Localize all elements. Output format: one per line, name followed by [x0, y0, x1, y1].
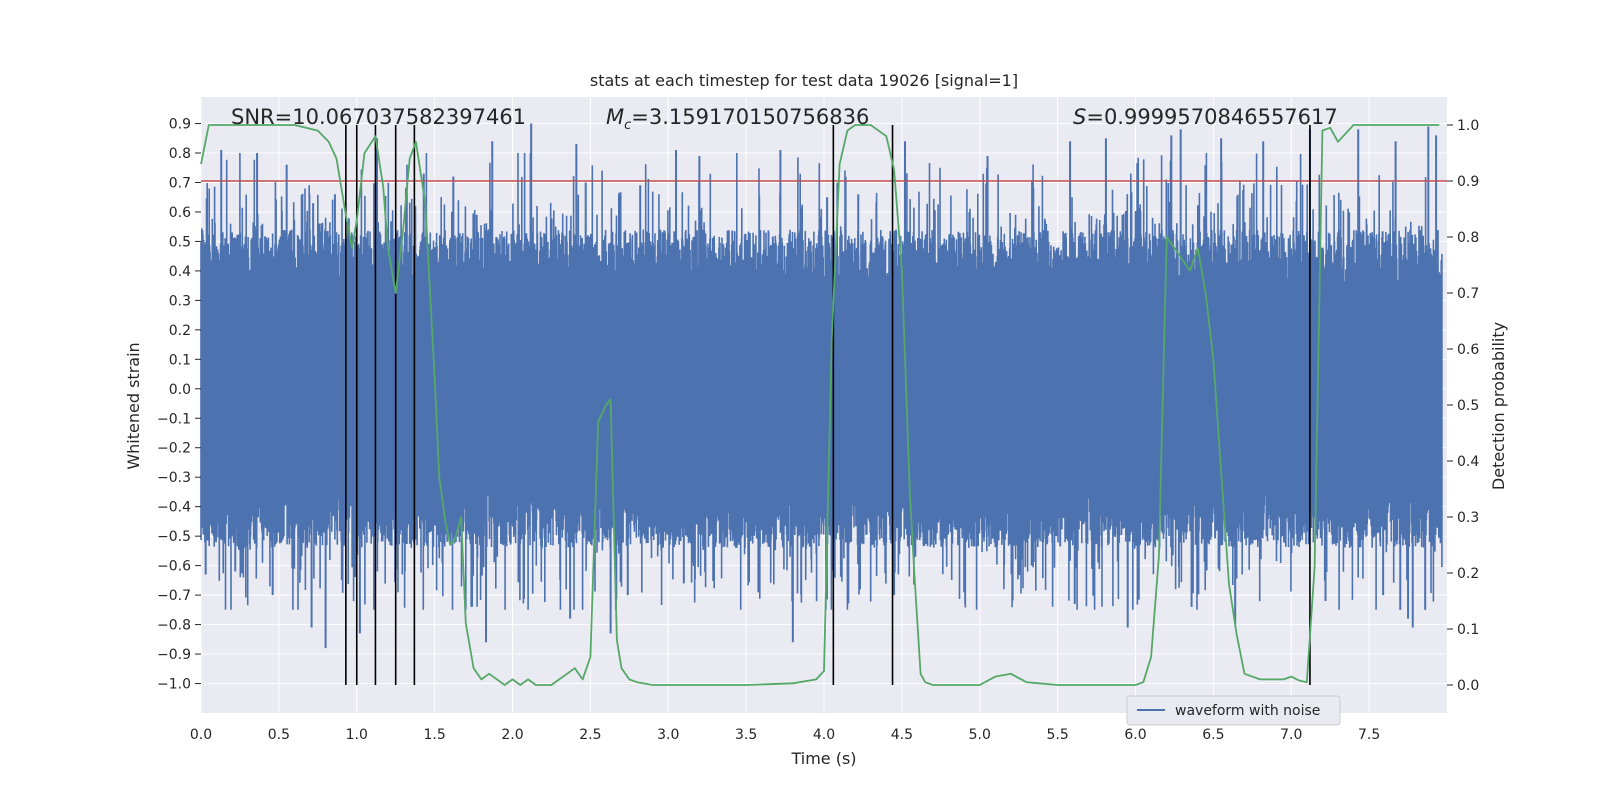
y2-tick-label: 0.9: [1457, 174, 1479, 190]
score-symbol: S: [1073, 105, 1086, 129]
y2-tick-label: 0.4: [1457, 454, 1479, 470]
y-tick-label: 0.7: [169, 175, 191, 191]
y-tick-label: −0.7: [157, 588, 191, 604]
legend-box: [1126, 695, 1341, 726]
y2-tick-label: 0.2: [1457, 566, 1479, 582]
y-tick-label: 0.2: [169, 323, 191, 339]
y-tick-label: −0.1: [157, 411, 191, 427]
y2-tick-label: 0.7: [1457, 286, 1479, 302]
x-tick-label: 1.5: [423, 727, 445, 743]
chirp-mass-symbol: M: [606, 105, 624, 129]
y-tick-label: −0.9: [157, 647, 191, 663]
y-tick-label: −0.8: [157, 618, 191, 634]
y-tick-label: 0.1: [169, 352, 191, 368]
y2-tick-label: 1.0: [1457, 118, 1479, 134]
x-tick-label: 2.0: [501, 727, 523, 743]
x-tick-label: 5.5: [1046, 727, 1068, 743]
chirp-mass-annotation: Mc=3.159170150756836: [606, 105, 869, 133]
score-value: =0.9999570846557617: [1086, 105, 1337, 129]
y-tick-label: 0.0: [169, 382, 191, 398]
y2-axis-label: Detection probability: [1489, 322, 1508, 490]
y-tick-label: 0.8: [169, 146, 191, 162]
y-tick-label: 0.5: [169, 234, 191, 250]
y-tick-label: −0.2: [157, 441, 191, 457]
x-tick-label: 6.0: [1124, 727, 1146, 743]
x-tick-label: 3.0: [657, 727, 679, 743]
y-tick-label: −1.0: [157, 677, 191, 693]
y-tick-label: 0.3: [169, 293, 191, 309]
x-axis-label: Time (s): [790, 749, 856, 768]
y-axis-label: Whitened strain: [124, 342, 143, 469]
x-tick-label: 0.5: [268, 727, 290, 743]
chirp-mass-subscript: c: [624, 118, 631, 133]
axis-ticks: 0.0 0.5 1.0 1.5 2.0 2.5 3.0 3.5 4.0 4.5 5.0 5.5 6.0 6…: [157, 117, 1479, 743]
y2-tick-label: 0.3: [1457, 510, 1479, 526]
x-tick-label: 7.5: [1358, 727, 1380, 743]
legend-label: waveform with noise: [1175, 703, 1320, 719]
detection-probability-series: [200, 124, 1440, 686]
score-annotation: S=0.9999570846557617: [1073, 105, 1338, 129]
y-tick-label: −0.5: [157, 529, 191, 545]
x-tick-label: 5.0: [969, 727, 991, 743]
y2-tick-label: 0.0: [1457, 678, 1479, 694]
x-tick-label: 4.5: [891, 727, 913, 743]
x-tick-label: 2.5: [579, 727, 601, 743]
y-tick-label: 0.6: [169, 205, 191, 221]
legend: waveform with noise: [1126, 695, 1341, 726]
x-tick-label: 1.0: [346, 727, 368, 743]
y-tick-label: −0.4: [157, 500, 191, 516]
marker-lines: [345, 125, 1311, 685]
x-tick-label: 7.0: [1280, 727, 1302, 743]
snr-annotation: SNR=10.067037582397461: [231, 105, 526, 129]
detection-probability-line: [200, 124, 1440, 686]
y2-tick-label: 0.1: [1457, 622, 1479, 638]
y-tick-label: 0.9: [169, 117, 191, 133]
x-tick-label: 0.0: [190, 727, 212, 743]
x-tick-label: 6.5: [1202, 727, 1224, 743]
y2-tick-label: 0.8: [1457, 230, 1479, 246]
x-tick-label: 4.0: [813, 727, 835, 743]
x-tick-label: 3.5: [735, 727, 757, 743]
waveform-series: [200, 123, 1443, 649]
y-tick-label: −0.6: [157, 559, 191, 575]
chirp-mass-value: =3.159170150756836: [631, 105, 869, 129]
y-tick-label: 0.4: [169, 264, 191, 280]
y2-tick-label: 0.5: [1457, 398, 1479, 414]
y-tick-label: −0.3: [157, 470, 191, 486]
y2-tick-label: 0.6: [1457, 342, 1479, 358]
chart-title: stats at each timestep for test data 190…: [590, 71, 1018, 90]
